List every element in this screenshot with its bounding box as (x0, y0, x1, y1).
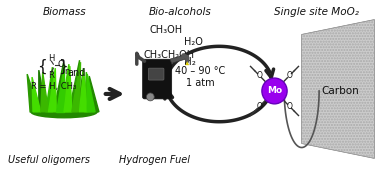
Text: Useful oligomers: Useful oligomers (8, 155, 90, 165)
Text: H₂: H₂ (184, 57, 196, 67)
Polygon shape (39, 70, 46, 112)
Circle shape (147, 93, 154, 101)
Polygon shape (72, 62, 81, 112)
Circle shape (262, 78, 287, 104)
Text: 1 atm: 1 atm (186, 78, 214, 88)
Polygon shape (61, 64, 71, 112)
Polygon shape (170, 55, 185, 63)
Text: Biomass: Biomass (42, 7, 86, 17)
Polygon shape (32, 77, 41, 112)
Polygon shape (87, 74, 95, 112)
Polygon shape (79, 70, 87, 112)
Text: Bio-alcohols: Bio-alcohols (149, 7, 212, 17)
Polygon shape (64, 66, 72, 112)
Text: Carbon: Carbon (322, 86, 359, 96)
Text: $\}$: $\}$ (58, 58, 68, 76)
Text: Mo: Mo (267, 86, 282, 96)
Text: Single site MoO₂: Single site MoO₂ (274, 7, 359, 17)
Polygon shape (41, 72, 48, 112)
Text: H: H (48, 54, 54, 63)
Text: 40 – 90 °C: 40 – 90 °C (175, 66, 225, 76)
FancyBboxPatch shape (143, 59, 172, 99)
Text: O: O (257, 71, 262, 80)
Text: O: O (257, 102, 262, 111)
Text: O: O (58, 60, 64, 69)
Text: CH₃OH: CH₃OH (149, 25, 183, 34)
Polygon shape (48, 68, 56, 112)
Ellipse shape (31, 106, 97, 118)
Text: R = H, CH₃: R = H, CH₃ (31, 82, 76, 92)
Polygon shape (27, 74, 40, 112)
Polygon shape (89, 76, 99, 112)
Text: $\{$: $\{$ (37, 58, 46, 76)
Polygon shape (302, 19, 374, 158)
Polygon shape (46, 67, 55, 112)
Text: H₂O: H₂O (184, 37, 203, 47)
Text: CH₃CH₂OH: CH₃CH₂OH (143, 50, 194, 60)
FancyBboxPatch shape (149, 68, 164, 80)
Text: O: O (287, 71, 293, 80)
Polygon shape (53, 62, 63, 112)
Polygon shape (84, 72, 94, 112)
Polygon shape (69, 60, 79, 112)
Polygon shape (77, 68, 85, 112)
Text: O: O (287, 102, 293, 111)
Text: R: R (48, 71, 54, 80)
Text: Hydrogen Fuel: Hydrogen Fuel (119, 155, 190, 165)
Text: n: n (64, 67, 70, 76)
Text: and: and (67, 68, 86, 78)
Polygon shape (56, 64, 64, 112)
Polygon shape (185, 61, 189, 65)
